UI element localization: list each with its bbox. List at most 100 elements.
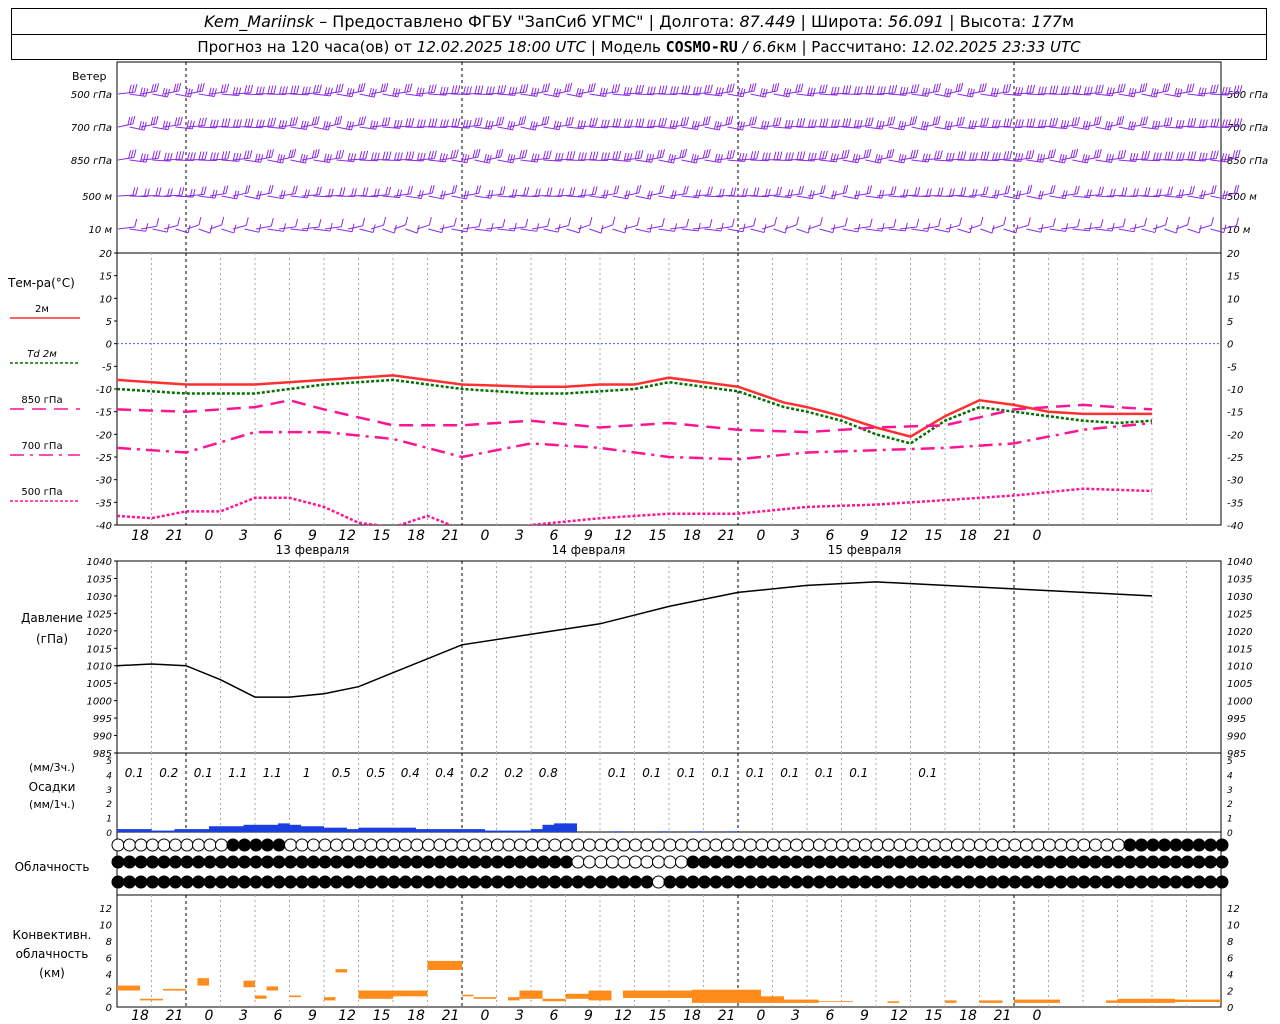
wind-barb [1026, 228, 1042, 233]
wind-barb-feather [993, 87, 997, 97]
wind-barb [773, 195, 791, 199]
cloud-cover-symbol [445, 875, 458, 889]
wind-barb-feather [932, 84, 936, 93]
wind-barb-feather [1074, 117, 1078, 126]
wind-barb-feather [824, 150, 828, 159]
wind-barb-feather [338, 150, 342, 159]
wind-barb-feather [1042, 154, 1046, 163]
wind-barb-feather [1109, 87, 1113, 96]
wind-barb [761, 224, 775, 230]
wind-barb-feather [1120, 150, 1124, 159]
cloud-cover-symbol [663, 855, 677, 869]
cloud-cover-symbol [640, 875, 654, 889]
convective-cloud-bar [761, 996, 784, 1003]
alt-value: 177 [1031, 12, 1062, 31]
wind-barb-feather [408, 151, 412, 160]
wind-barb-feather [1233, 185, 1237, 194]
wind-barb-feather [1029, 118, 1033, 127]
wind-barb-feather [150, 84, 154, 93]
cloud-cover-symbol [893, 875, 907, 889]
wind-barb-feather [522, 84, 526, 93]
wind-barb-feather [969, 224, 973, 233]
precip-3h-label: 0.4 [401, 766, 420, 780]
wind-barb [750, 228, 765, 234]
wind-barb-feather [889, 116, 893, 125]
wind-barb-feather [1192, 185, 1195, 194]
wind-barb-feather [431, 150, 434, 159]
wind-barb-feather [691, 120, 695, 129]
pressure-tick-right: 1035 [1227, 574, 1252, 585]
wind-barb-feather [772, 117, 776, 126]
wind-barb [255, 225, 272, 230]
wind-barb-feather [939, 150, 943, 159]
wind-barb-feather [766, 121, 770, 130]
wind-barb-feather [983, 83, 987, 92]
wind-barb-feather [453, 217, 457, 226]
wind-barb-feather [445, 119, 449, 128]
wind-barb-feather [756, 187, 760, 196]
wind-barb-feather [719, 154, 723, 163]
wind-barb-feather [1088, 222, 1092, 231]
convective-cloud-bar [266, 986, 278, 991]
wind-barb [1221, 157, 1239, 161]
wind-barb-feather [375, 121, 379, 130]
cloud-cover-symbol [778, 875, 792, 889]
wind-barb-feather [146, 188, 150, 197]
precip-bar [554, 823, 566, 832]
wind-barb [129, 228, 146, 232]
wind-barb-feather [483, 153, 487, 163]
wind-barb-feather [145, 153, 149, 163]
cloud-cover-symbol [1077, 875, 1091, 889]
wind-barb-feather [255, 119, 259, 128]
wind-barb-feather [209, 152, 213, 161]
time-axis-top-tick: 12 [890, 528, 908, 544]
wind-barb-feather [487, 120, 491, 129]
wind-barb-feather [521, 149, 525, 159]
conv-tick-left: 6 [106, 954, 112, 965]
wind-barb-feather [394, 88, 398, 97]
wind-barb-feather [671, 190, 675, 199]
wind-barb-feather [353, 153, 357, 162]
wind-barb-feather [668, 153, 671, 163]
wind-barb-feather [296, 85, 300, 94]
wind-barb-feather [488, 86, 492, 95]
wind-barb-feather [603, 152, 607, 161]
wind-barb [980, 228, 993, 234]
convective-cloud-bar [565, 993, 589, 999]
wind-barb [428, 195, 444, 200]
time-axis-top-tick: 21 [166, 528, 184, 544]
wind-barb-feather [1236, 118, 1240, 127]
cloud-cover-symbol [157, 838, 171, 852]
cloud-cover-symbol [755, 838, 769, 852]
wind-barb [1049, 228, 1066, 232]
wind-barb-feather [1105, 153, 1109, 162]
wind-barb-feather [408, 118, 412, 127]
conv-tick-right: 6 [1227, 954, 1233, 965]
wind-barb-feather [709, 219, 713, 228]
time-axis-top-tick: 9 [308, 528, 317, 544]
wind-barb [1210, 228, 1224, 234]
wind-barb-feather [254, 153, 258, 162]
wind-barb-feather [599, 87, 603, 96]
pressure-tick-left: 1005 [87, 679, 112, 690]
wind-barb-feather [761, 152, 765, 161]
cloud-cover-symbol [295, 838, 309, 852]
wind-barb-feather [870, 117, 874, 126]
wind-barb-feather [859, 120, 863, 129]
wind-barb-feather [854, 190, 858, 199]
wind-barb [589, 93, 606, 98]
wind-barb-feather [569, 187, 573, 196]
wind-barb-feather [626, 119, 630, 128]
time-axis-top-tick: 0 [757, 528, 766, 544]
wind-barb-feather [733, 187, 737, 196]
cloud-cover-symbol [468, 838, 481, 852]
wind-barb-feather [1139, 117, 1143, 126]
wind-barb-feather [686, 116, 690, 125]
cloud-cover-symbol [387, 855, 401, 869]
wind-barb-feather [748, 83, 752, 93]
wind-barb-feather [1213, 184, 1217, 194]
wind-barb [324, 123, 340, 128]
wind-barb-feather [985, 117, 989, 126]
time-axis-bottom-tick: 6 [826, 1008, 835, 1024]
cloud-cover-symbol [468, 875, 481, 889]
